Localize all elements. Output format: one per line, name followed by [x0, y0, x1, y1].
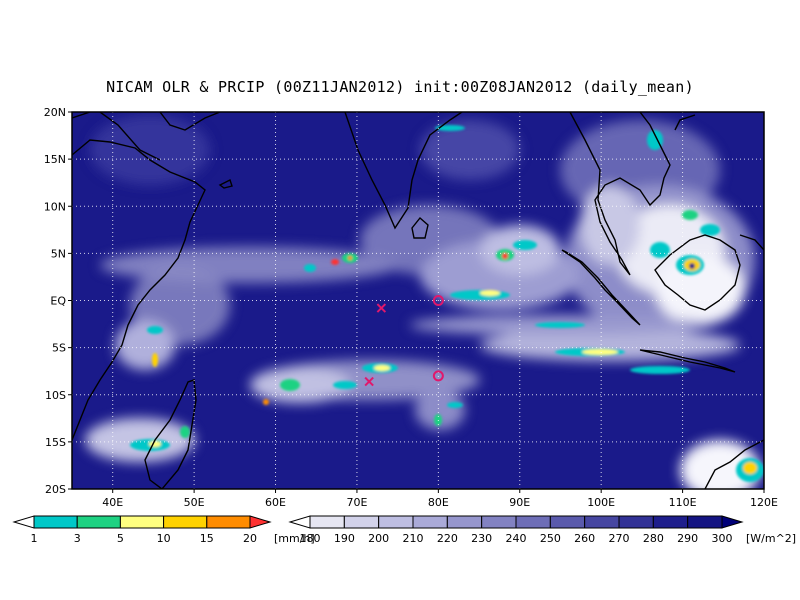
olr-colorbar-segment	[687, 515, 723, 529]
madagascar-coast	[144, 379, 197, 489]
cyclone-x-marker	[364, 376, 374, 387]
cyclone-x-marker	[376, 303, 387, 313]
arabia-coast-south	[72, 112, 91, 119]
precip-colorbar-segment	[119, 515, 165, 529]
map-title: NICAM OLR & PRCIP (00Z11JAN2012) init:00…	[106, 78, 694, 96]
lat-tick-label: 10N	[44, 200, 66, 213]
arabia-coast	[99, 112, 161, 161]
socotra-coast	[218, 179, 233, 189]
precip-colorbar-segment	[33, 515, 78, 529]
map-panel	[72, 112, 764, 489]
lon-tick-label: 110E	[669, 496, 697, 509]
taiwan-coast	[674, 114, 696, 131]
storm-markers	[364, 295, 444, 387]
olr-colorbar-tick-label: 210	[403, 532, 424, 545]
lon-tick-label: 40E	[102, 496, 123, 509]
lat-tick-label: 20S	[45, 483, 66, 496]
olr-colorbar-segment	[446, 515, 483, 529]
olr-colorbar-tick-label: 300	[712, 532, 733, 545]
coastlines	[72, 112, 764, 489]
arabia-coast-east	[159, 112, 221, 131]
australia-coast	[704, 439, 764, 489]
precip-colorbar-tick-label: 10	[157, 532, 171, 545]
sumatra-coast	[561, 249, 641, 326]
cyclone-circle-marker	[432, 370, 444, 382]
olr-colorbar-tick-label: 270	[609, 532, 630, 545]
lon-tick-label: 50E	[184, 496, 205, 509]
olr-colorbar-segment	[515, 515, 551, 529]
lat-tick-label: 15N	[44, 153, 66, 166]
olr-colorbar-segment	[584, 515, 620, 529]
precip-colorbar-low-arrow	[12, 515, 35, 529]
precip-colorbar-unit: [mm/h]	[274, 532, 315, 545]
olr-colorbar-segment	[343, 515, 380, 529]
olr-colorbar-segment	[481, 515, 517, 529]
olr-colorbar-tick-label: 190	[334, 532, 355, 545]
olr-colorbar-segment	[412, 515, 448, 529]
lat-tick-label: 15S	[45, 436, 66, 449]
lon-tick-label: 90E	[509, 496, 530, 509]
india-coast	[344, 112, 463, 230]
lat-tick-label: 5S	[52, 342, 66, 355]
olr-colorbar-segment	[618, 515, 654, 529]
lat-lon-grid	[72, 112, 764, 489]
lat-tick-label: 20N	[44, 106, 66, 119]
java-coast	[639, 349, 736, 373]
olr-colorbar-tick-label: 230	[471, 532, 492, 545]
olr-colorbar-high-arrow	[721, 515, 744, 529]
lat-tick-label: 5N	[51, 247, 66, 260]
precip-colorbar-segment	[76, 515, 121, 529]
precip-colorbar-tick-label: 20	[243, 532, 257, 545]
olr-colorbar-tick-label: 290	[677, 532, 698, 545]
olr-colorbar-tick-label: 180	[300, 532, 321, 545]
lon-tick-label: 100E	[587, 496, 615, 509]
lat-tick-label: 10S	[45, 389, 66, 402]
latitude-labels: 20N 15N 10N 5N EQ 5S 10S 15S 20S	[44, 106, 72, 496]
olr-colorbar-segment	[652, 515, 689, 529]
olr-colorbar-tick-label: 220	[437, 532, 458, 545]
precip-colorbar-segment	[163, 515, 208, 529]
olr-colorbar: 180 190 200 210 220 230 240 250 260 270 280 290 300 […	[288, 515, 796, 545]
borneo-coast	[654, 234, 741, 311]
olr-colorbar-tick-label: 280	[643, 532, 664, 545]
olr-colorbar-tick-label: 260	[574, 532, 595, 545]
longitude-labels: 40E 50E 60E 70E 80E 90E 100E 110E 120E	[102, 489, 778, 509]
olr-colorbar-segment	[378, 515, 414, 529]
precip-colorbar-tick-label: 3	[74, 532, 81, 545]
precip-colorbar: 1 3 5 10 15 20 [mm/h]	[12, 515, 315, 545]
lat-tick-label: EQ	[50, 295, 66, 308]
olr-colorbar-tick-label: 200	[368, 532, 389, 545]
olr-colorbar-tick-label: 240	[506, 532, 527, 545]
sri-lanka-coast	[411, 216, 429, 239]
precip-colorbar-high-arrow	[249, 515, 272, 529]
olr-colorbar-unit: [W/m^2]	[746, 532, 796, 545]
precip-colorbar-tick-label: 15	[200, 532, 214, 545]
lon-tick-label: 70E	[346, 496, 367, 509]
precip-colorbar-tick-label: 5	[117, 532, 124, 545]
olr-colorbar-tick-label: 250	[540, 532, 561, 545]
indochina-coast	[569, 112, 671, 276]
precip-colorbar-segment	[206, 515, 251, 529]
olr-colorbar-low-arrow	[288, 515, 311, 529]
cyclone-circle-marker	[432, 295, 444, 306]
lon-tick-label: 120E	[750, 496, 778, 509]
olr-colorbar-segment	[549, 515, 586, 529]
precip-colorbar-tick-label: 1	[31, 532, 38, 545]
lon-tick-label: 60E	[265, 496, 286, 509]
sulawesi-coast	[739, 234, 764, 251]
lon-tick-label: 80E	[428, 496, 449, 509]
africa-coast	[72, 139, 206, 441]
olr-colorbar-segment	[309, 515, 345, 529]
